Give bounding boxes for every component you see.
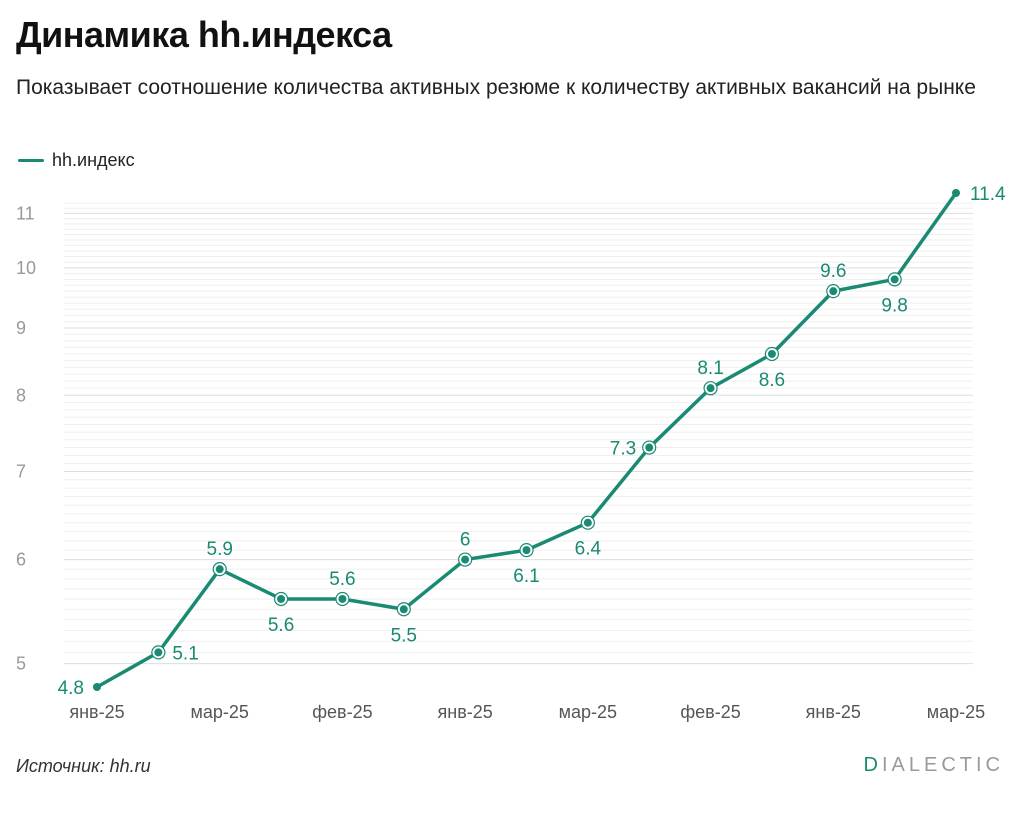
brand-logo: DIALECTIC [864,754,1004,777]
data-label: 11.4 [970,184,1006,205]
x-tick-label: янв-25 [438,702,493,722]
data-label: 5.9 [207,539,233,560]
data-label: 6.1 [513,566,539,587]
data-point [277,594,286,603]
y-tick-label: 6 [16,550,26,570]
brand-logo-rest: IALECTIC [881,754,1004,776]
data-label: 8.6 [759,370,785,391]
data-point [952,189,960,197]
data-label: 6 [460,530,471,551]
legend-label: hh.индекс [52,150,135,170]
data-point [461,555,470,564]
data-point [93,683,101,691]
data-point [522,546,531,555]
data-point [154,648,163,657]
y-tick-label: 10 [16,258,36,278]
data-point [583,518,592,527]
data-point [706,384,715,393]
x-tick-label: фев-25 [312,702,372,722]
legend-swatch [18,159,44,162]
data-point [829,287,838,296]
y-tick-label: 9 [16,318,26,338]
data-label: 4.8 [58,678,84,699]
data-point [645,443,654,452]
x-tick-label: янв-25 [806,702,861,722]
legend: hh.индекс [18,150,135,171]
chart-subtitle: Показывает соотношение количества активн… [16,76,976,99]
data-point [767,349,776,358]
data-label: 7.3 [610,439,636,460]
x-tick-label: мар-25 [559,702,617,722]
x-tick-label: фев-25 [680,702,740,722]
y-tick-label: 8 [16,385,26,405]
data-label: 9.8 [881,295,907,316]
y-tick-label: 5 [16,654,26,674]
chart-title: Динамика hh.индекса [16,14,392,55]
data-label: 5.5 [391,625,417,646]
data-label: 5.6 [329,569,355,590]
y-tick-label: 7 [16,462,26,482]
x-tick-label: мар-25 [191,702,249,722]
data-label: 5.6 [268,615,294,636]
data-point [215,565,224,574]
data-label: 8.1 [697,358,723,379]
data-point [399,605,408,614]
x-tick-label: янв-25 [69,702,124,722]
y-tick-label: 11 [16,203,35,223]
data-point [338,594,347,603]
data-label: 6.4 [575,539,602,560]
data-label: 9.6 [820,261,846,282]
data-point [890,275,899,284]
x-tick-label: мар-25 [927,702,985,722]
brand-logo-first-letter: D [863,754,882,776]
source-note: Источник: hh.ru [16,756,151,776]
data-label: 5.1 [172,643,198,664]
